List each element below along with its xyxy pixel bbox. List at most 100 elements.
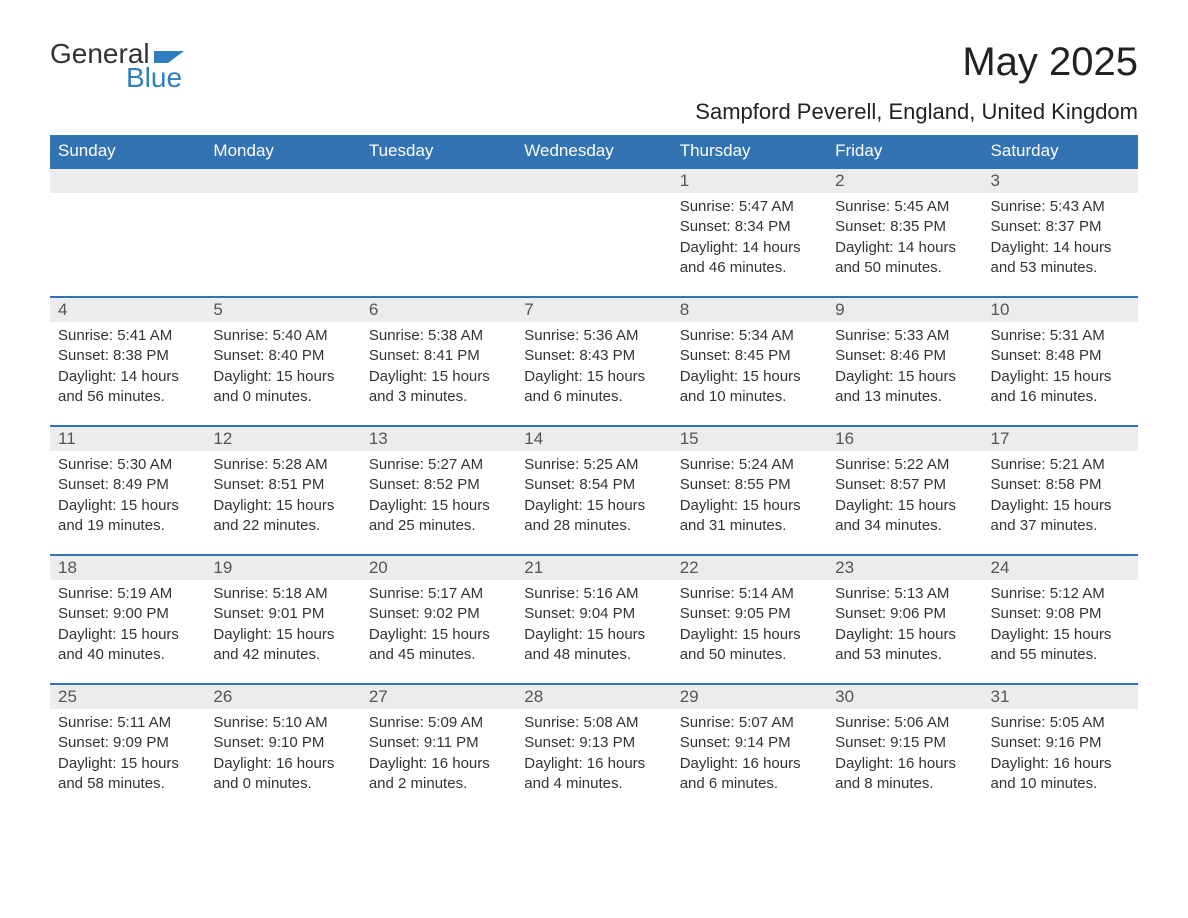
page-header: General Blue May 2025 Sampford Peverell,… <box>50 40 1138 125</box>
day-content-cell: Sunrise: 5:14 AMSunset: 9:05 PMDaylight:… <box>672 580 827 684</box>
sunset-line: Sunset: 9:10 PM <box>213 733 352 753</box>
day-number-cell: 10 <box>983 297 1138 322</box>
sunset-line-label: Sunset: <box>991 347 1046 364</box>
sunrise-line: Sunrise: 5:43 AM <box>991 197 1130 217</box>
day-content-cell <box>361 193 516 297</box>
sunrise-line-label: Sunrise: <box>58 585 117 602</box>
daylight-line: Daylight: 15 hours and 25 minutes. <box>369 496 508 537</box>
sunset-line-value: 9:13 PM <box>579 734 635 751</box>
day-number-row: 25262728293031 <box>50 684 1138 709</box>
day-number-cell: 2 <box>827 168 982 193</box>
sunset-line-label: Sunset: <box>524 347 579 364</box>
day-content-cell: Sunrise: 5:40 AMSunset: 8:40 PMDaylight:… <box>205 322 360 426</box>
daylight-line: Daylight: 15 hours and 3 minutes. <box>369 367 508 408</box>
sunset-line: Sunset: 8:49 PM <box>58 475 197 495</box>
sunrise-line-value: 5:13 AM <box>894 585 949 602</box>
day-number: 11 <box>58 429 76 448</box>
day-number: 26 <box>213 687 232 706</box>
sunrise-line-label: Sunrise: <box>524 585 583 602</box>
sunset-line-label: Sunset: <box>369 734 424 751</box>
daylight-line-label: Daylight: <box>369 755 432 772</box>
sunrise-line-label: Sunrise: <box>991 585 1050 602</box>
day-content-cell: Sunrise: 5:30 AMSunset: 8:49 PMDaylight:… <box>50 451 205 555</box>
sunset-line-label: Sunset: <box>991 734 1046 751</box>
sunrise-line-label: Sunrise: <box>369 714 428 731</box>
daylight-line: Daylight: 15 hours and 6 minutes. <box>524 367 663 408</box>
sunset-line-value: 8:51 PM <box>268 476 324 493</box>
day-content-cell: Sunrise: 5:47 AMSunset: 8:34 PMDaylight:… <box>672 193 827 297</box>
day-number-cell <box>516 168 671 193</box>
sunrise-line-value: 5:21 AM <box>1050 456 1105 473</box>
sunrise-line-value: 5:27 AM <box>428 456 483 473</box>
sunrise-line: Sunrise: 5:17 AM <box>369 584 508 604</box>
sunrise-line-value: 5:28 AM <box>273 456 328 473</box>
sunset-line-label: Sunset: <box>680 734 735 751</box>
sunset-line-value: 8:35 PM <box>890 218 946 235</box>
day-number: 4 <box>58 300 67 319</box>
sunset-line-value: 9:05 PM <box>735 605 791 622</box>
day-content-cell: Sunrise: 5:41 AMSunset: 8:38 PMDaylight:… <box>50 322 205 426</box>
sunrise-line-value: 5:31 AM <box>1050 327 1105 344</box>
day-number-cell: 22 <box>672 555 827 580</box>
day-content-cell: Sunrise: 5:06 AMSunset: 9:15 PMDaylight:… <box>827 709 982 812</box>
daylight-line: Daylight: 15 hours and 42 minutes. <box>213 625 352 666</box>
sunrise-line: Sunrise: 5:19 AM <box>58 584 197 604</box>
daylight-line-label: Daylight: <box>835 239 898 256</box>
day-content-cell: Sunrise: 5:13 AMSunset: 9:06 PMDaylight:… <box>827 580 982 684</box>
day-number: 5 <box>213 300 222 319</box>
day-number: 17 <box>991 429 1010 448</box>
sunset-line-value: 8:41 PM <box>424 347 480 364</box>
day-number-cell: 1 <box>672 168 827 193</box>
sunset-line: Sunset: 9:16 PM <box>991 733 1130 753</box>
daylight-line-label: Daylight: <box>835 497 898 514</box>
daylight-line: Daylight: 15 hours and 53 minutes. <box>835 625 974 666</box>
sunrise-line-value: 5:11 AM <box>117 714 171 731</box>
sunset-line: Sunset: 8:48 PM <box>991 346 1130 366</box>
day-number: 14 <box>524 429 543 448</box>
sunrise-line-value: 5:05 AM <box>1050 714 1105 731</box>
sunrise-line-value: 5:30 AM <box>117 456 172 473</box>
daylight-line-label: Daylight: <box>991 626 1054 643</box>
sunset-line-label: Sunset: <box>835 218 890 235</box>
daylight-line-label: Daylight: <box>58 368 121 385</box>
day-number: 19 <box>213 558 232 577</box>
sunset-line: Sunset: 9:09 PM <box>58 733 197 753</box>
day-number-cell: 13 <box>361 426 516 451</box>
daylight-line-label: Daylight: <box>991 755 1054 772</box>
sunset-line-value: 8:54 PM <box>579 476 635 493</box>
sunrise-line-value: 5:07 AM <box>739 714 794 731</box>
sunset-line-label: Sunset: <box>835 734 890 751</box>
daylight-line-label: Daylight: <box>524 626 587 643</box>
day-number: 21 <box>524 558 543 577</box>
sunset-line-label: Sunset: <box>680 218 735 235</box>
daylight-line: Daylight: 15 hours and 34 minutes. <box>835 496 974 537</box>
sunrise-line-label: Sunrise: <box>213 456 272 473</box>
sunrise-line: Sunrise: 5:05 AM <box>991 713 1130 733</box>
daylight-line-label: Daylight: <box>58 755 121 772</box>
sunset-line-value: 8:52 PM <box>424 476 480 493</box>
daylight-line: Daylight: 16 hours and 6 minutes. <box>680 754 819 795</box>
daylight-line: Daylight: 16 hours and 0 minutes. <box>213 754 352 795</box>
sunrise-line-value: 5:08 AM <box>583 714 638 731</box>
daylight-line: Daylight: 14 hours and 50 minutes. <box>835 238 974 279</box>
sunset-line-value: 9:04 PM <box>579 605 635 622</box>
calendar-table: SundayMondayTuesdayWednesdayThursdayFrid… <box>50 135 1138 812</box>
sunrise-line: Sunrise: 5:24 AM <box>680 455 819 475</box>
day-number: 9 <box>835 300 844 319</box>
day-number: 12 <box>213 429 232 448</box>
sunrise-line-label: Sunrise: <box>835 327 894 344</box>
day-content-row: Sunrise: 5:47 AMSunset: 8:34 PMDaylight:… <box>50 193 1138 297</box>
sunrise-line-value: 5:38 AM <box>428 327 483 344</box>
sunrise-line: Sunrise: 5:09 AM <box>369 713 508 733</box>
sunrise-line-label: Sunrise: <box>369 327 428 344</box>
sunrise-line: Sunrise: 5:45 AM <box>835 197 974 217</box>
day-number-cell: 9 <box>827 297 982 322</box>
day-number-cell: 26 <box>205 684 360 709</box>
day-number-cell: 25 <box>50 684 205 709</box>
sunset-line-value: 8:49 PM <box>113 476 169 493</box>
day-content-cell: Sunrise: 5:45 AMSunset: 8:35 PM Daylight:… <box>827 193 982 297</box>
sunrise-line-label: Sunrise: <box>213 714 272 731</box>
day-number: 28 <box>524 687 543 706</box>
day-content-row: Sunrise: 5:11 AM Sunset: 9:09 PM Daylight:… <box>50 709 1138 812</box>
daylight-line-label: Daylight: <box>991 497 1054 514</box>
